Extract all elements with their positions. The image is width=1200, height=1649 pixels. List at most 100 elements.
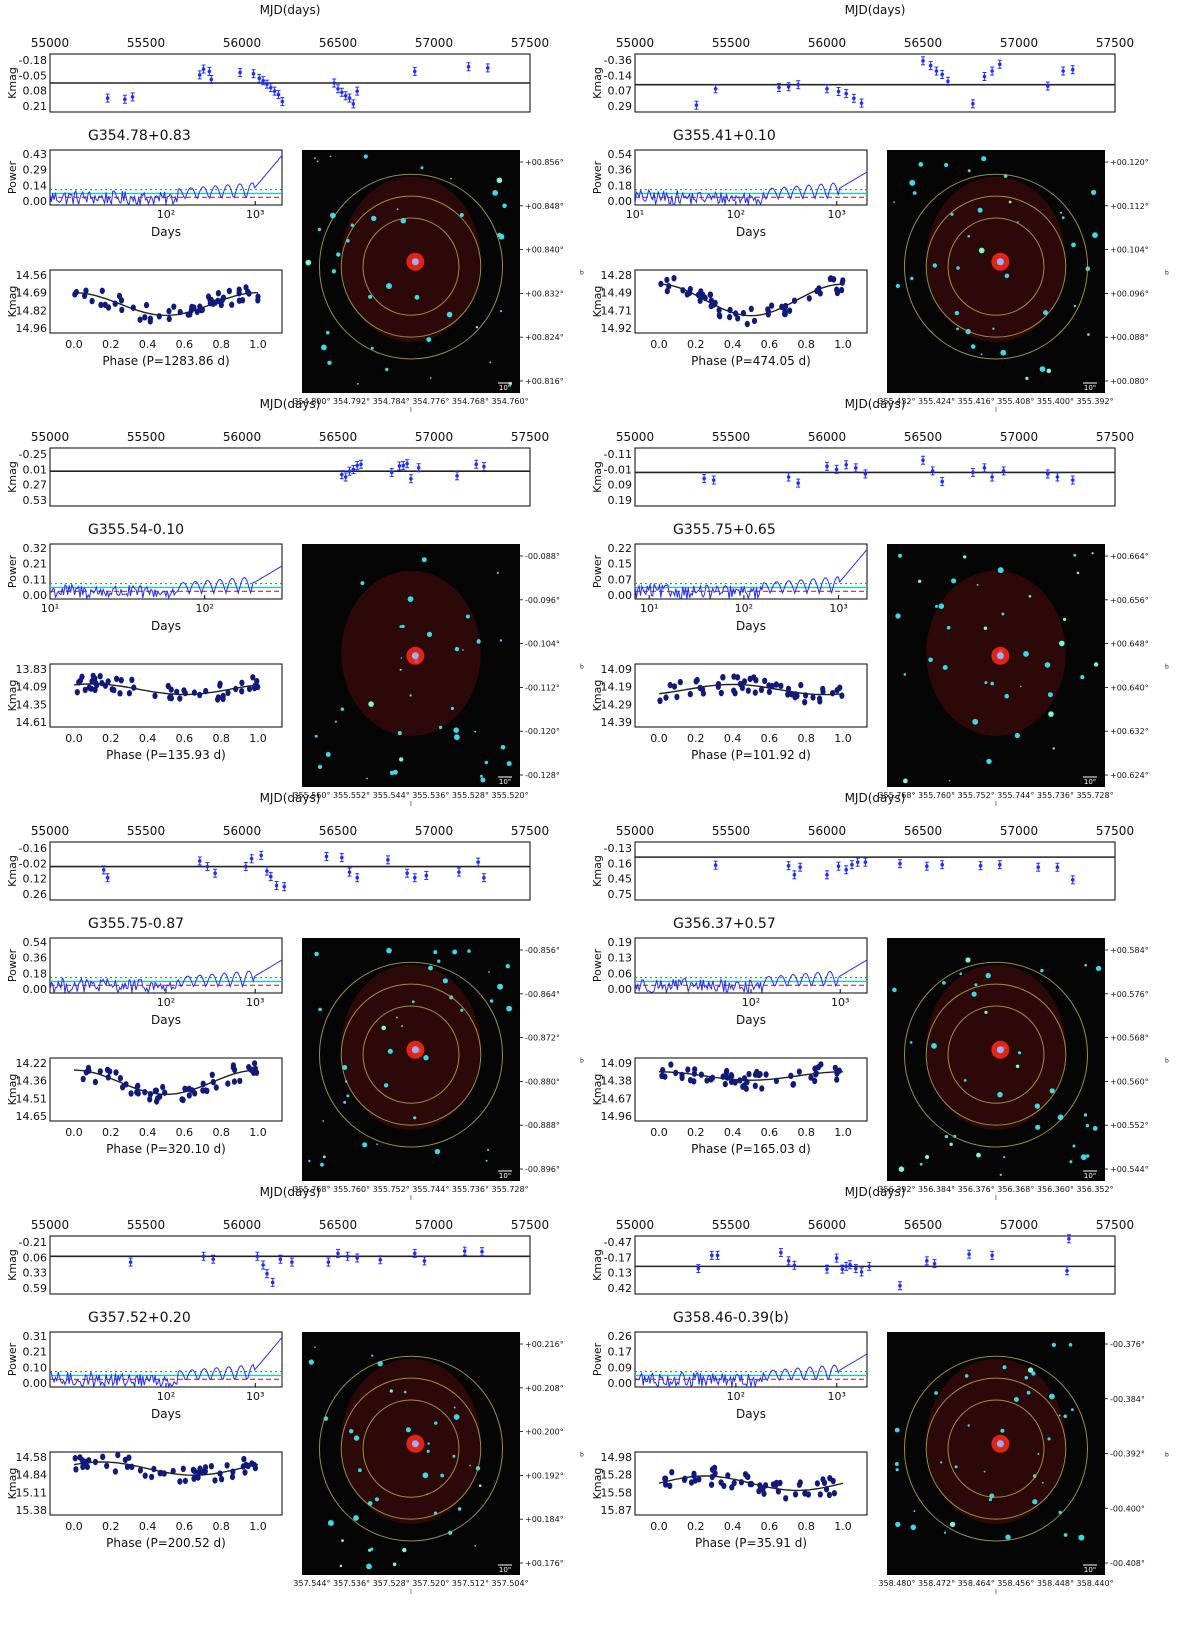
phase-point bbox=[112, 300, 118, 307]
light-curve-point bbox=[849, 860, 854, 870]
target-marker bbox=[996, 1440, 1004, 1448]
power-tick-label: 0.14 bbox=[23, 179, 48, 192]
star bbox=[452, 949, 458, 955]
phase-kmag-tick-label: 14.96 bbox=[16, 322, 48, 335]
star bbox=[1049, 1393, 1055, 1400]
light-curve-point bbox=[855, 857, 860, 867]
star bbox=[895, 1521, 901, 1528]
lon-tick-labels: 358.480° 358.472° 358.464° 358.456° 358.… bbox=[878, 1579, 1113, 1588]
phase-point bbox=[212, 1477, 218, 1484]
star bbox=[894, 1462, 899, 1466]
light-curve-point bbox=[997, 860, 1002, 870]
light-curve-point bbox=[359, 459, 364, 469]
phase-point bbox=[105, 1074, 111, 1081]
mjd-tick-label: 55000 bbox=[616, 1218, 654, 1232]
star bbox=[935, 604, 938, 608]
scale-bar-label: 10" bbox=[1084, 1566, 1096, 1574]
phase-point bbox=[186, 1092, 192, 1099]
phase-point bbox=[147, 1091, 153, 1098]
mjd-tick-label: 56000 bbox=[223, 1218, 261, 1232]
target-marker bbox=[996, 652, 1004, 660]
star bbox=[502, 203, 507, 209]
phase-point bbox=[834, 1076, 840, 1083]
light-curve-point bbox=[282, 882, 287, 892]
star bbox=[1024, 1375, 1029, 1380]
star bbox=[1091, 189, 1097, 195]
phase-point bbox=[171, 303, 177, 310]
phase-curve-ylabel: Kmag bbox=[6, 680, 19, 712]
phase-point bbox=[737, 1077, 743, 1084]
star bbox=[918, 162, 924, 167]
image-l-axis-label: l bbox=[410, 801, 412, 808]
periodogram-ylabel: Power bbox=[591, 948, 604, 982]
phase-point bbox=[738, 1479, 744, 1486]
panel-8: MJD(days) 55000 55500 56000 56500 57000 57500 -… bbox=[591, 1185, 1169, 1596]
phase-point bbox=[763, 1482, 769, 1489]
star bbox=[895, 613, 901, 619]
phase-point bbox=[728, 1072, 734, 1079]
phase-point bbox=[240, 297, 246, 304]
light-curve-point bbox=[997, 59, 1002, 69]
light-curve-point bbox=[713, 860, 718, 870]
star bbox=[989, 1493, 995, 1499]
contour-line bbox=[362, 217, 460, 316]
star bbox=[423, 1055, 429, 1061]
star bbox=[340, 707, 344, 711]
lat-tick-label: -00.896° bbox=[525, 1165, 560, 1174]
light-curve-point bbox=[130, 92, 135, 102]
phase-point bbox=[840, 277, 846, 284]
light-curve-point bbox=[1045, 469, 1050, 479]
lat-tick-label: +00.192° bbox=[525, 1471, 564, 1480]
light-curve-point bbox=[940, 860, 945, 870]
light-curve-point bbox=[326, 1257, 331, 1267]
phase-kmag-tick-label: 14.65 bbox=[16, 1110, 48, 1123]
phase-tick-label: 0.6 bbox=[761, 1520, 779, 1533]
phase-point bbox=[99, 679, 105, 687]
star bbox=[442, 978, 448, 984]
phase-point bbox=[219, 1476, 225, 1483]
periodogram-xtick-label: 10³ bbox=[246, 1390, 264, 1403]
mjd-tick-label: 56500 bbox=[319, 1218, 357, 1232]
light-curve-point bbox=[347, 466, 352, 476]
light-curve-point bbox=[792, 1260, 797, 1270]
light-curve-point bbox=[786, 82, 791, 92]
star bbox=[895, 1468, 899, 1472]
light-curve-point bbox=[474, 459, 479, 469]
phase-point bbox=[669, 1469, 675, 1476]
phase-kmag-tick-label: 15.28 bbox=[601, 1469, 633, 1482]
star bbox=[963, 1079, 967, 1082]
star bbox=[399, 757, 404, 762]
lat-tick-label: +00.080° bbox=[1110, 377, 1149, 386]
light-curve-point bbox=[355, 86, 360, 96]
star bbox=[913, 1510, 916, 1513]
star bbox=[327, 360, 332, 365]
mjd-tick-label: 57000 bbox=[415, 430, 453, 444]
phase-tick-label: 0.8 bbox=[212, 1520, 230, 1533]
phase-point bbox=[240, 1463, 246, 1470]
light-curve-point bbox=[408, 474, 413, 484]
phase-point bbox=[733, 310, 739, 317]
power-tick-label: 0.00 bbox=[23, 589, 48, 602]
star bbox=[496, 177, 503, 184]
phase-point bbox=[112, 1468, 118, 1475]
periodogram-xlabel: Days bbox=[151, 619, 181, 633]
star bbox=[474, 1545, 477, 1547]
periodogram-xtick-label: 10² bbox=[742, 996, 760, 1009]
mjd-tick-label: 55500 bbox=[712, 430, 750, 444]
phase-point bbox=[170, 1467, 176, 1475]
star bbox=[383, 1083, 389, 1088]
periodogram-xlabel: Days bbox=[736, 1013, 766, 1027]
phase-point bbox=[735, 674, 741, 681]
panel-6: MJD(days) 55000 55500 56000 56500 57000 57500 -… bbox=[591, 791, 1169, 1202]
lat-tick-label: +00.568° bbox=[1110, 1034, 1149, 1043]
star bbox=[1092, 1126, 1098, 1131]
light-curve-point bbox=[268, 83, 273, 93]
phase-point bbox=[83, 1459, 89, 1467]
phase-point bbox=[97, 673, 103, 680]
contour-line bbox=[318, 1355, 504, 1542]
phase-point bbox=[769, 682, 775, 690]
light-curve-point bbox=[694, 100, 699, 110]
phase-point bbox=[677, 678, 683, 686]
image-b-axis-label: b bbox=[580, 664, 584, 671]
star bbox=[403, 1390, 407, 1394]
